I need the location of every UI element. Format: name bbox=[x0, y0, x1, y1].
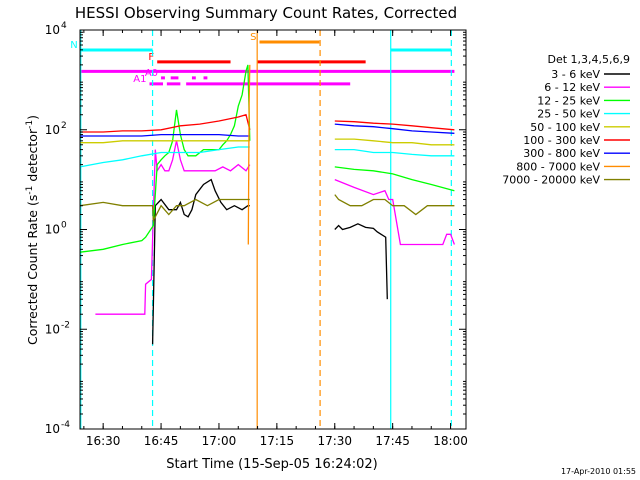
x-tick-label: 17:45 bbox=[375, 434, 410, 448]
y-tick-exponent: 4 bbox=[61, 21, 67, 31]
flag-label: N bbox=[70, 40, 77, 51]
series-line bbox=[95, 140, 456, 315]
series-line bbox=[79, 194, 455, 224]
series-line bbox=[80, 138, 455, 146]
x-axis-label: Start Time (15-Sep-05 16:24:02) bbox=[166, 457, 377, 472]
y-axis-label: Corrected Count Rate (s-1 detector-1) bbox=[25, 115, 40, 345]
time-markers bbox=[80, 30, 452, 429]
legend-label: 6 - 12 keV bbox=[544, 81, 600, 94]
flag-label: A0 bbox=[145, 68, 158, 79]
y-tick-label: 10 bbox=[45, 422, 60, 436]
series-line bbox=[151, 178, 388, 345]
plot-frame bbox=[79, 29, 467, 430]
y-tick-label: 10 bbox=[45, 322, 60, 336]
legend-title: Det 1,3,4,5,6,9 bbox=[547, 53, 630, 66]
y-tick-exponent: 2 bbox=[61, 121, 67, 131]
legend-label: 300 - 800 keV bbox=[523, 147, 600, 160]
y-tick-exponent: 0 bbox=[61, 221, 67, 231]
legend-label: 3 - 6 keV bbox=[551, 68, 600, 81]
series-line bbox=[79, 146, 455, 168]
flag-label: S bbox=[250, 32, 256, 43]
legend-label: 25 - 50 keV bbox=[537, 108, 600, 121]
x-tick-label: 17:15 bbox=[260, 434, 295, 448]
series-line bbox=[247, 64, 251, 245]
y-tick-label: 10 bbox=[45, 223, 60, 237]
render-timestamp: 17-Apr-2010 01:55 bbox=[561, 467, 636, 476]
chart-title: HESSI Observing Summary Count Rates, Cor… bbox=[75, 4, 457, 22]
series-line bbox=[79, 64, 455, 253]
series-line bbox=[80, 113, 455, 133]
x-tick-label: 17:00 bbox=[202, 434, 237, 448]
x-tick-label: 18:00 bbox=[433, 434, 468, 448]
x-tick-label: 16:45 bbox=[144, 434, 179, 448]
series-line bbox=[80, 123, 455, 137]
legend-label: 800 - 7000 keV bbox=[516, 160, 600, 173]
flag-label: A1 bbox=[133, 74, 146, 85]
y-tick-label: 10 bbox=[45, 23, 60, 37]
y-tick-label: 10 bbox=[45, 123, 60, 137]
legend-label: 50 - 100 keV bbox=[530, 121, 600, 134]
legend-label: 12 - 25 keV bbox=[537, 94, 600, 107]
y-tick-exponent: -4 bbox=[61, 420, 70, 430]
x-axis: 16:30 16:45 17:00 17:15 17:30 17:45 18:00 bbox=[83, 30, 468, 448]
y-tick-exponent: -2 bbox=[61, 320, 70, 330]
flag-label: F bbox=[148, 52, 154, 63]
legend-label: 100 - 300 keV bbox=[523, 134, 600, 147]
data-series bbox=[79, 64, 456, 345]
x-tick-label: 16:30 bbox=[86, 434, 121, 448]
x-tick-label: 17:30 bbox=[317, 434, 352, 448]
legend-label: 7000 - 20000 keV bbox=[502, 174, 600, 187]
